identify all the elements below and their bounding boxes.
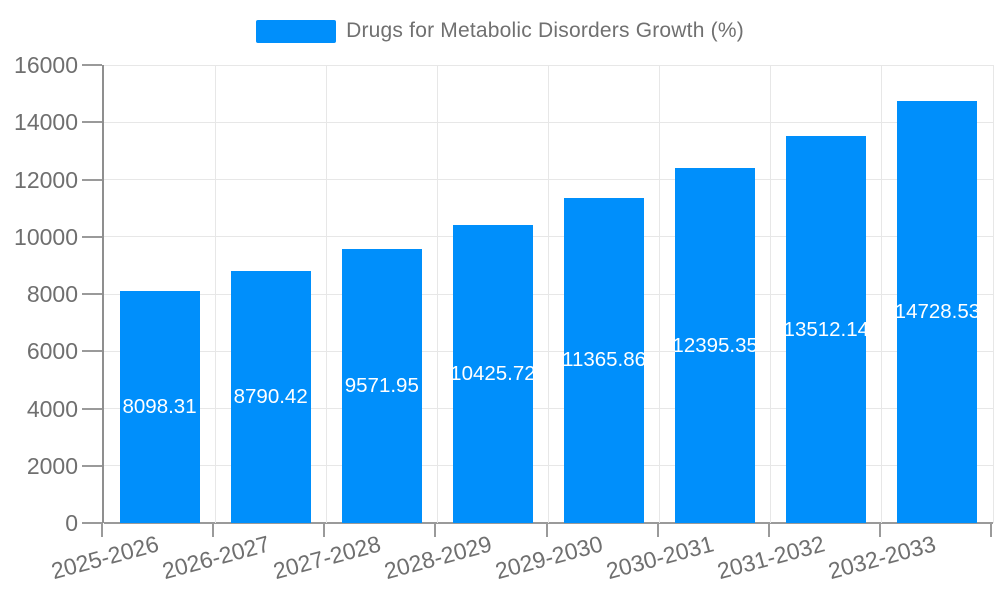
y-axis-tick-label: 12000 (14, 166, 78, 193)
x-tick-mark (545, 523, 548, 537)
legend-swatch (256, 19, 337, 43)
bar-value-label: 12395.35 (675, 333, 756, 357)
bar-value-label: 9571.95 (344, 374, 419, 397)
y-tick-mark (82, 64, 102, 66)
y-tick-mark (82, 350, 102, 353)
x-tick-mark (323, 523, 326, 537)
bar-2027-2028[interactable]: 9571.95 (341, 249, 422, 523)
y-tick-mark (82, 121, 102, 124)
x-tick-mark (767, 523, 770, 537)
y-tick-mark (82, 178, 102, 181)
x-tick-mark (656, 523, 659, 537)
y-axis-tick-label: 10000 (14, 223, 78, 250)
bar-value-label: 8790.42 (233, 385, 308, 409)
y-axis-tick-label: 8000 (26, 281, 78, 307)
bar-value-label: 14728.53 (897, 300, 978, 324)
x-tick-mark (990, 523, 992, 537)
legend-label: Drugs for Metabolic Disorders Growth (%) (346, 19, 744, 42)
bar-2026-2027[interactable]: 8790.42 (230, 271, 311, 523)
y-axis-tick-label: 6000 (26, 338, 78, 365)
v-gridline (548, 65, 549, 523)
y-tick-mark (82, 407, 102, 410)
bar-value-label: 8098.31 (122, 395, 197, 419)
bar-value-label: 10425.72 (452, 361, 533, 385)
y-axis-tick-label: 14000 (14, 109, 78, 136)
y-axis-tick-label: 0 (65, 510, 78, 536)
v-gridline (659, 65, 661, 523)
legend[interactable]: Drugs for Metabolic Disorders Growth (%) (0, 19, 1000, 43)
bar-2025-2026[interactable]: 8098.31 (119, 291, 200, 523)
plot-area: 8098.31 8790.42 9571.95 10425.72 11365.86 123… (102, 64, 994, 524)
x-tick-mark (212, 523, 215, 537)
y-axis-tick-label: 2000 (26, 452, 78, 479)
bar-value-label: 13512.14 (786, 317, 867, 341)
y-tick-mark (82, 464, 102, 467)
y-tick-mark (82, 293, 102, 295)
v-gridline (436, 65, 438, 523)
y-axis-tick-label: 16000 (14, 52, 78, 78)
bar-2032-2033[interactable]: 14728.53 (897, 101, 978, 523)
x-tick-mark (101, 523, 103, 537)
y-tick-mark (82, 235, 102, 238)
x-tick-mark (434, 523, 437, 537)
bar-2030-2031[interactable]: 12395.35 (675, 168, 756, 523)
x-tick-mark (878, 523, 881, 537)
v-gridline (881, 65, 883, 523)
v-gridline (770, 65, 772, 523)
bar-2029-2030[interactable]: 11365.86 (564, 197, 645, 523)
h-gridline (104, 522, 993, 524)
y-axis-labels: 0 2000 4000 6000 8000 10000 12000 14000 16000 (0, 52, 78, 536)
v-gridline (214, 65, 216, 523)
bar-2028-2029[interactable]: 10425.72 (452, 224, 533, 523)
v-gridline (325, 65, 327, 523)
bar-2031-2032[interactable]: 13512.14 (786, 136, 867, 523)
v-gridline (992, 65, 994, 523)
bar-value-label: 11365.86 (564, 348, 645, 372)
y-axis-tick-label: 4000 (26, 395, 78, 422)
y-tick-mark (82, 522, 102, 524)
